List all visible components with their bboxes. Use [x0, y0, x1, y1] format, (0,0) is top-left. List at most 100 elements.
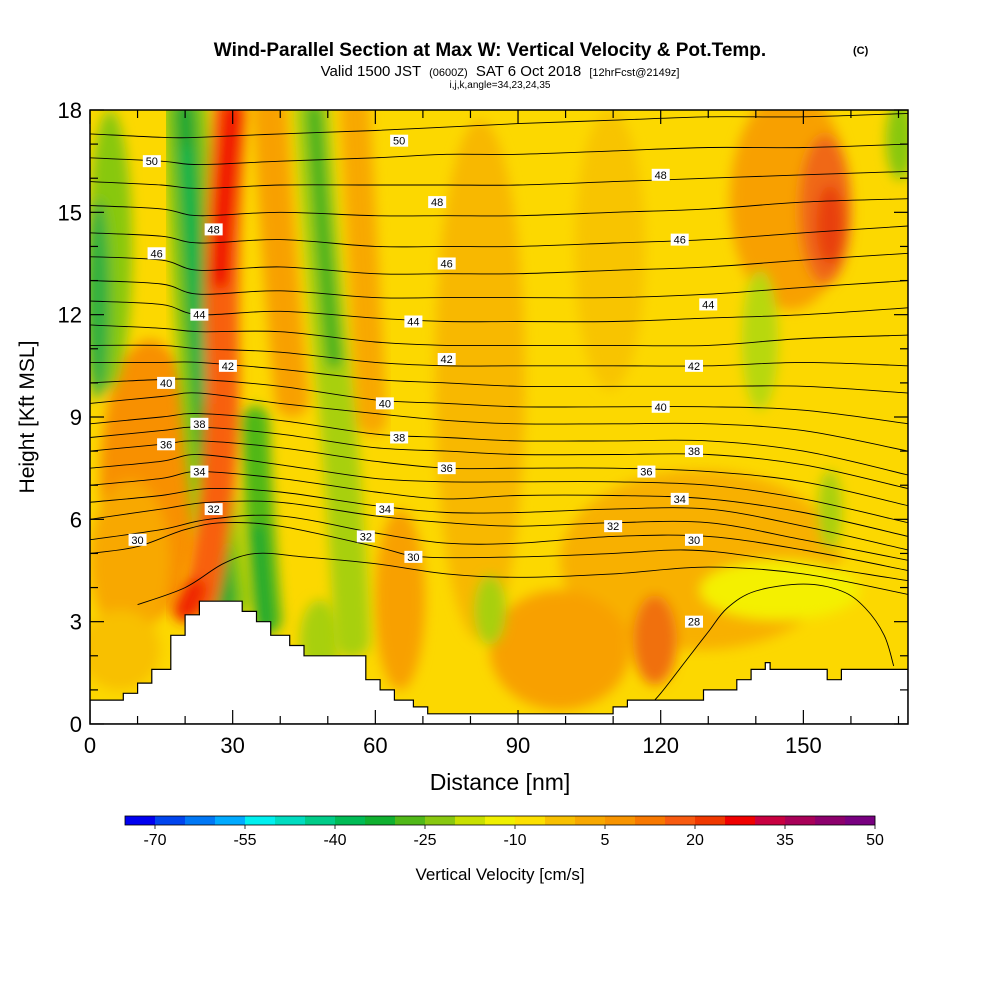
contour-label-box	[190, 308, 209, 321]
contour-label-box	[404, 550, 423, 563]
contour-label: 30	[128, 533, 147, 547]
contour-label: 40	[157, 376, 176, 390]
colorbar-tick-label: -25	[413, 832, 436, 849]
contour-label-text: 42	[688, 361, 700, 373]
colorbar-bin	[245, 816, 276, 825]
x-tick-label: 120	[642, 733, 679, 758]
velocity-patch	[474, 575, 506, 645]
colorbar-tick-label: -40	[323, 832, 346, 849]
contour-label-box	[204, 503, 223, 516]
contour-label: 46	[147, 247, 166, 260]
contour-label: 30	[684, 533, 703, 547]
contour-label-text: 50	[393, 136, 405, 148]
contour-label-text: 38	[193, 419, 205, 431]
contour-label-box	[147, 247, 166, 260]
contour-label-box	[684, 445, 703, 458]
subtitle-date: SAT 6 Oct 2018	[476, 63, 581, 80]
updraft-band-core	[211, 110, 241, 289]
contour-label: 36	[437, 462, 456, 475]
downdraft-band-core	[306, 110, 342, 368]
contour-label: 40	[375, 397, 394, 410]
colorbar-bin	[455, 816, 486, 825]
contour-label-box	[204, 223, 223, 236]
velocity-patch	[818, 470, 842, 550]
colorbar-tick-label: -10	[503, 832, 526, 849]
contour-label-box	[699, 298, 718, 311]
contour-label-text: 42	[441, 354, 453, 366]
contour-label-text: 28	[688, 617, 700, 629]
colorbar-tick-label: 35	[776, 832, 794, 849]
downdraft-band-core	[252, 524, 272, 631]
contour-label-box	[390, 431, 409, 444]
colorbar-bin	[785, 816, 816, 825]
colorbar-bin	[365, 816, 396, 825]
contour-label-box	[684, 533, 703, 546]
colorbar-bin	[185, 816, 216, 825]
theta-contour-4	[90, 500, 908, 561]
colorbar-bin	[605, 816, 636, 825]
contour-label-box	[637, 465, 656, 478]
x-axis: 0 30 60 90 120 150	[84, 110, 900, 758]
colorbar-bin	[395, 816, 426, 825]
contour-label: 36	[637, 465, 656, 479]
colorbar-bin	[545, 816, 576, 825]
velocity-patch	[90, 610, 160, 690]
contour-label-box	[404, 315, 423, 328]
contour-label-text: 32	[607, 521, 619, 533]
contour-label: 34	[670, 492, 689, 506]
chart-subtitle-indices: i,j,k,angle=34,23,24,35	[450, 80, 551, 91]
colorbar-bin	[635, 816, 666, 825]
velocity-patch	[742, 270, 778, 410]
contour-labels: 50 50 48 48 48 46 46 46 44 44 44 42 42 42 40 40 40 38 38 38…	[128, 134, 718, 629]
contour-label-text: 40	[379, 398, 391, 410]
chart-subtitle: Valid 1500 JST (0600Z) SAT 6 Oct 2018 [1…	[321, 63, 680, 80]
contour-label: 42	[684, 359, 703, 373]
colorbar-bin	[215, 816, 246, 825]
theta-contour-17	[90, 280, 908, 299]
colorbar-bin	[155, 816, 186, 825]
contour-label: 38	[684, 445, 703, 458]
theta-contour-18	[90, 252, 908, 275]
theta-contour-23	[90, 112, 908, 139]
colorbar-bin	[485, 816, 516, 825]
contour-label-box	[190, 417, 209, 430]
colorbar-bin	[755, 816, 786, 825]
theta-contour-11	[90, 392, 908, 452]
plot-area: 50 50 48 48 48 46 46 46 44 44 44 42 42 42 40 40 40 38 38 38…	[90, 110, 908, 724]
contour-label: 48	[651, 168, 670, 182]
y-tick-label: 15	[58, 200, 82, 225]
contour-label-box	[157, 376, 176, 389]
updraft-band-low	[173, 578, 207, 622]
y-tick-label: 0	[70, 712, 82, 737]
velocity-patch	[816, 185, 844, 265]
velocity-patch	[490, 590, 630, 710]
contour-label: 34	[190, 465, 209, 479]
y-tick-label: 6	[70, 507, 82, 532]
theta-contour-22	[90, 143, 908, 166]
velocity-patch	[90, 200, 110, 400]
colorbar-tick-label: 20	[686, 832, 704, 849]
contour-label: 44	[190, 308, 209, 322]
contour-label-box	[128, 533, 147, 546]
contour-label-text: 32	[360, 531, 372, 543]
velocity-patch	[700, 560, 860, 620]
contour-label-text: 48	[431, 197, 443, 209]
contour-label-text: 36	[160, 439, 172, 451]
contour-label: 32	[356, 530, 375, 543]
contour-label-text: 30	[688, 535, 700, 547]
colorbar-bin	[695, 816, 726, 825]
contour-label: 48	[428, 196, 447, 209]
theta-contour-1	[137, 552, 908, 606]
colorbar-tick-label: -70	[143, 832, 166, 849]
contour-label-box	[670, 492, 689, 505]
contour-label-text: 46	[441, 259, 453, 271]
theta-contour-0	[641, 583, 895, 715]
contour-label: 30	[404, 550, 423, 564]
colorbar-bin	[335, 816, 366, 825]
contour-label-box	[428, 196, 447, 209]
velocity-patch	[575, 110, 645, 390]
contour-label: 34	[375, 503, 394, 516]
theta-contours	[90, 112, 908, 715]
contour-label-text: 38	[393, 432, 405, 444]
